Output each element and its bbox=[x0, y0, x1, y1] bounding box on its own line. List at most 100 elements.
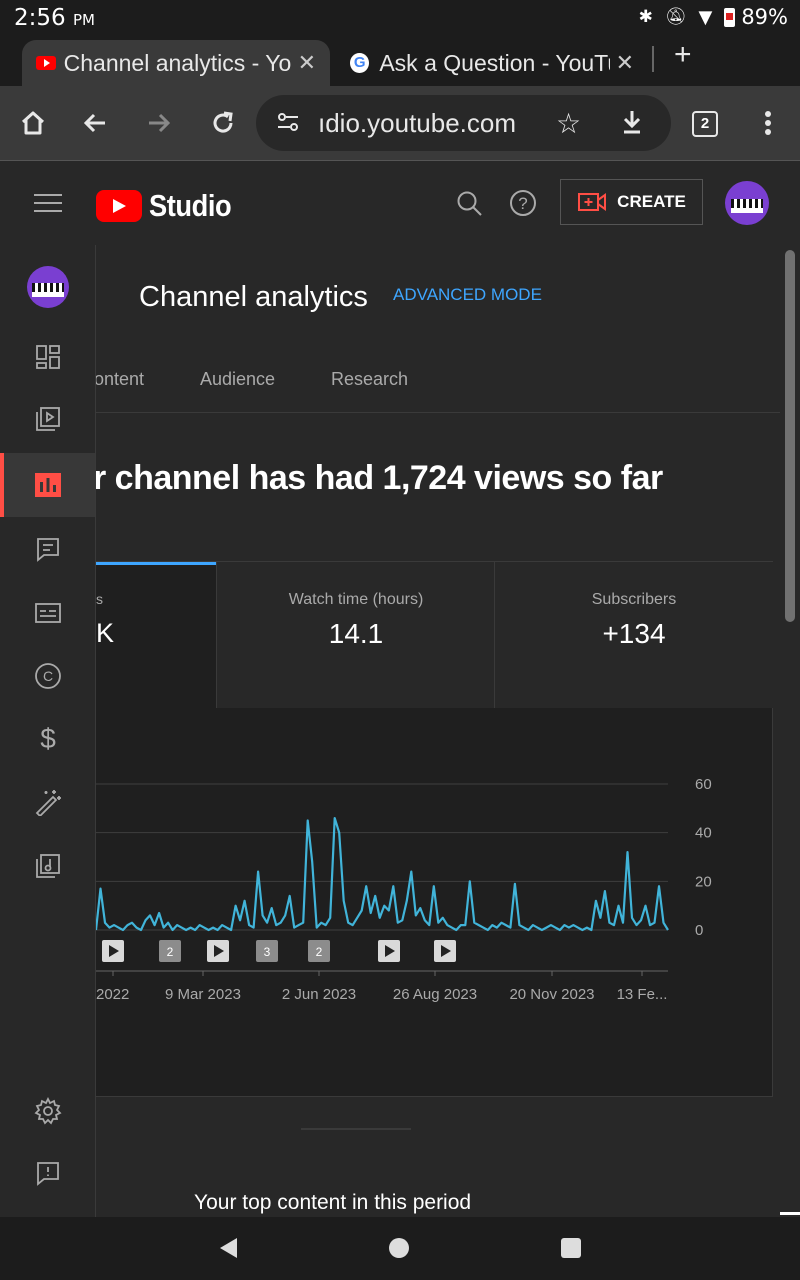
sidebar-item-analytics[interactable] bbox=[0, 453, 95, 517]
nav-recents-icon[interactable] bbox=[561, 1238, 581, 1258]
y-tick-label: 40 bbox=[695, 825, 712, 842]
tab-audience[interactable]: Audience bbox=[200, 369, 276, 389]
settings-icon[interactable] bbox=[24, 1087, 72, 1135]
views-chart[interactable]: 60 40 20 0 2 3 2 2022 9 Mar 2023 2 Jun 2023 26 Aug… bbox=[96, 708, 772, 1096]
views-headline: r channel has had 1,724 views so far bbox=[96, 459, 663, 497]
nav-home-icon[interactable] bbox=[389, 1238, 409, 1258]
metric-value: K bbox=[96, 618, 115, 648]
hamburger-menu-icon[interactable] bbox=[34, 193, 62, 218]
site-settings-icon[interactable] bbox=[276, 109, 300, 140]
tab-divider bbox=[652, 46, 654, 72]
home-icon[interactable] bbox=[8, 98, 58, 148]
advanced-mode-link[interactable]: ADVANCED MODE bbox=[393, 285, 542, 304]
url-text: ıdio.youtube.com bbox=[318, 108, 517, 138]
play-icon bbox=[385, 945, 395, 957]
help-icon[interactable]: ? bbox=[509, 189, 537, 222]
studio-logo-text: Studio bbox=[149, 188, 232, 223]
youtube-logo-icon bbox=[96, 190, 142, 222]
dashboard-icon[interactable] bbox=[24, 333, 72, 381]
browser-menu-icon[interactable] bbox=[764, 110, 772, 141]
play-icon bbox=[109, 945, 119, 957]
analytics-main: Channel analytics ADVANCED MODE ontent A… bbox=[96, 245, 800, 1217]
selected-metric-indicator bbox=[96, 562, 216, 565]
event-count-marker bbox=[159, 940, 181, 962]
marker-count: 2 bbox=[167, 945, 174, 959]
event-count-marker bbox=[256, 940, 278, 962]
studio-logo[interactable]: Studio bbox=[96, 188, 242, 224]
tab-title: Ask a Question - YouTube Help bbox=[379, 49, 609, 76]
active-indicator bbox=[0, 453, 4, 517]
channel-avatar[interactable] bbox=[27, 266, 69, 308]
download-icon[interactable] bbox=[620, 109, 644, 140]
google-favicon-icon: G bbox=[350, 53, 370, 73]
content-icon[interactable] bbox=[24, 395, 72, 443]
address-bar[interactable]: ıdio.youtube.com ☆ bbox=[256, 95, 671, 151]
scroll-edge bbox=[780, 1212, 800, 1215]
browser-toolbar: ıdio.youtube.com ☆ 2 bbox=[0, 86, 800, 161]
audio-library-icon[interactable] bbox=[24, 842, 72, 890]
metric-views[interactable]: s K bbox=[96, 562, 216, 708]
feedback-icon[interactable] bbox=[24, 1149, 72, 1197]
status-bar: 2:56 PM ✱ 🔕︎ ▼ 89% bbox=[0, 0, 800, 36]
close-tab-icon[interactable]: ✕ bbox=[615, 50, 634, 75]
tab-strip: Channel analytics - YouTube Studio ✕ G A… bbox=[0, 36, 800, 86]
earn-icon[interactable]: $ bbox=[40, 723, 56, 754]
customization-icon[interactable] bbox=[24, 778, 72, 826]
bookmark-star-icon[interactable]: ☆ bbox=[556, 108, 582, 139]
svg-text:?: ? bbox=[518, 194, 527, 213]
metric-subscribers[interactable]: Subscribers +134 bbox=[494, 562, 773, 708]
play-icon bbox=[441, 945, 451, 957]
tab-title: Channel analytics - YouTube Studio bbox=[63, 49, 292, 76]
tab-research[interactable]: Research bbox=[331, 369, 409, 389]
account-avatar[interactable] bbox=[725, 181, 769, 225]
youtube-favicon-icon bbox=[36, 56, 56, 70]
create-label: CREATE bbox=[617, 192, 686, 211]
page-title: Channel analytics bbox=[139, 281, 368, 313]
tabs-divider bbox=[96, 412, 780, 413]
mute-icon: 🔕︎ bbox=[664, 7, 687, 27]
x-tick-label: 2 Jun 2023 bbox=[282, 986, 356, 1003]
studio-header: Studio ? CREATE bbox=[0, 161, 800, 245]
bluetooth-icon: ✱ bbox=[638, 7, 653, 27]
tab-channel-analytics[interactable]: Channel analytics - YouTube Studio ✕ bbox=[22, 40, 330, 86]
metric-label: Subscribers bbox=[591, 591, 677, 608]
search-icon[interactable] bbox=[456, 190, 484, 223]
play-icon bbox=[214, 945, 224, 957]
metric-value: 14.1 bbox=[328, 618, 384, 649]
metric-label: Watch time (hours) bbox=[288, 591, 424, 608]
metric-watch-time[interactable]: Watch time (hours) 14.1 bbox=[216, 562, 495, 708]
y-tick-label: 60 bbox=[695, 776, 712, 793]
x-tick-label: 2022 bbox=[96, 986, 129, 1003]
y-tick-label: 20 bbox=[695, 873, 712, 890]
analytics-icon bbox=[35, 473, 61, 502]
subtitles-icon[interactable] bbox=[24, 589, 72, 637]
back-icon[interactable] bbox=[70, 98, 120, 148]
marker-count: 2 bbox=[316, 945, 323, 959]
create-video-icon bbox=[578, 193, 607, 211]
copyright-icon[interactable]: C bbox=[24, 652, 72, 700]
battery-percent: 89% bbox=[741, 5, 788, 29]
battery-icon bbox=[724, 7, 736, 27]
status-icons: ✱ 🔕︎ ▼ 89% bbox=[639, 5, 788, 29]
comments-icon[interactable] bbox=[24, 525, 72, 573]
overview-card: s K Watch time (hours) 14.1 Subscribers … bbox=[96, 561, 773, 1097]
nav-back-icon[interactable] bbox=[218, 1237, 240, 1264]
section-divider bbox=[301, 1128, 411, 1130]
page-scrollbar[interactable] bbox=[785, 250, 795, 622]
close-tab-icon[interactable]: ✕ bbox=[297, 50, 316, 75]
x-tick-label: 20 Nov 2023 bbox=[509, 986, 594, 1003]
create-button[interactable]: CREATE bbox=[560, 179, 703, 225]
forward-icon[interactable] bbox=[134, 98, 184, 148]
status-time: 2:56 PM bbox=[14, 5, 95, 31]
svg-text:C: C bbox=[43, 668, 53, 684]
x-tick-label: 26 Aug 2023 bbox=[393, 986, 477, 1003]
metric-label: s bbox=[96, 591, 103, 607]
tab-content[interactable]: ontent bbox=[96, 369, 145, 389]
studio-sidebar: C $ bbox=[0, 245, 96, 1217]
tab-ask-question[interactable]: G Ask a Question - YouTube Help ✕ bbox=[336, 40, 648, 86]
new-tab-icon[interactable]: + bbox=[674, 38, 692, 71]
marker-count: 3 bbox=[264, 945, 271, 959]
tab-switcher-button[interactable]: 2 bbox=[692, 111, 718, 137]
reload-icon[interactable] bbox=[198, 98, 248, 148]
views-series-line bbox=[96, 816, 669, 932]
